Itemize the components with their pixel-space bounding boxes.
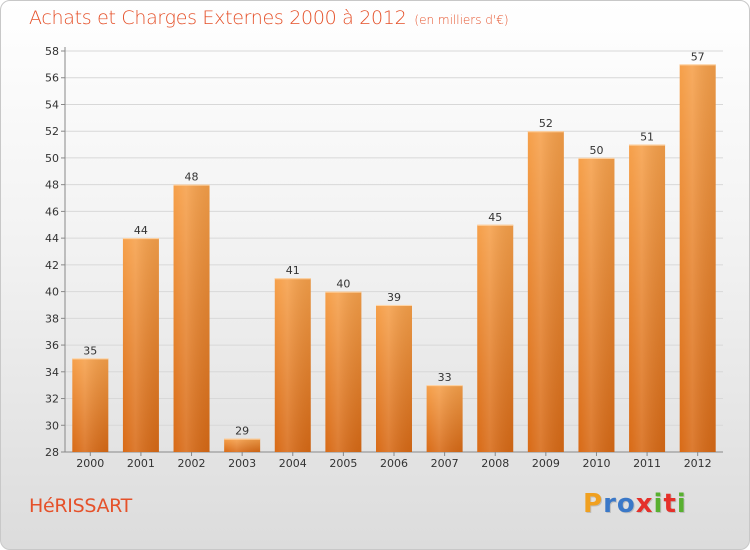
data-label-2002: 48 [185,171,199,184]
y-tick-label: 52 [45,125,59,138]
logo-letter: o [616,489,636,519]
data-label-2009: 52 [539,117,553,130]
y-tick-label: 28 [45,446,59,459]
bar-sheen-2008 [477,224,514,452]
bar-sheen-2007 [426,385,463,452]
bar-sheen-2009 [527,131,564,452]
bar-sheen-2003 [224,438,261,452]
data-label-2007: 33 [438,371,452,384]
x-tick-label-2007: 2007 [431,457,459,470]
data-label-2011: 51 [640,131,654,144]
bar-sheen-2006 [376,304,412,452]
data-label-2001: 44 [134,224,148,237]
y-tick-label: 46 [45,205,59,218]
x-tick-label-2004: 2004 [279,457,307,470]
proxiti-logo: Proxiti [583,489,687,519]
bar-sheen-2002 [173,184,210,452]
y-tick-label: 58 [45,45,59,58]
x-tick-label-2011: 2011 [633,457,661,470]
x-tick-label-2003: 2003 [228,457,256,470]
data-label-2010: 50 [589,144,603,157]
data-label-2005: 40 [336,278,350,291]
y-tick-label: 32 [45,393,59,406]
labels: 28 30 32 34 36 38 40 42 44 46 48 50 52 54 56 58 35 2000 44… [45,45,712,470]
y-tick-label: 48 [45,179,59,192]
x-tick-label-2010: 2010 [582,457,610,470]
x-tick-label-2000: 2000 [76,457,104,470]
y-tick-label: 54 [45,98,59,111]
data-label-2006: 39 [387,291,401,304]
logo-letter: P [583,489,604,519]
x-tick-label-2006: 2006 [380,457,408,470]
chart-title: Achats et Charges Externes 2000 à 2012 (e… [29,7,509,29]
y-tick-label: 56 [45,72,59,85]
x-tick-label-2005: 2005 [329,457,357,470]
data-label-2003: 29 [235,425,249,438]
data-label-2000: 35 [83,344,97,357]
x-tick-label-2002: 2002 [178,457,206,470]
chart-title-text: Achats et Charges Externes 2000 à 2012 [29,7,407,29]
data-label-2008: 45 [488,211,502,224]
y-tick-label: 42 [45,259,59,272]
y-tick-label: 44 [45,232,59,245]
commune-name: HéRISSART [29,495,132,517]
x-tick-label-2008: 2008 [481,457,509,470]
data-label-2012: 57 [691,50,705,63]
bar-sheen-2011 [629,144,666,453]
y-tick-label: 50 [45,152,59,165]
chart-subtitle: (en milliers d'€) [414,13,509,27]
bar-sheen-2010 [578,157,615,452]
logo-letter: i [676,489,687,519]
y-tick-label: 30 [45,419,59,432]
x-tick-label-2001: 2001 [127,457,155,470]
bar-sheen-2005 [325,291,362,452]
logo-letter: i [653,489,664,519]
y-tick-label: 38 [45,312,59,325]
logo-letter: r [603,489,617,519]
y-tick-label: 34 [45,366,59,379]
bar-sheen-2012 [679,64,716,452]
logo-letter: x [635,489,654,519]
bar-sheen-2001 [122,238,159,452]
data-label-2004: 41 [286,264,300,277]
bar-sheen-2000 [72,358,109,452]
y-tick-label: 40 [45,286,59,299]
y-tick-label: 36 [45,339,59,352]
x-tick-label-2009: 2009 [532,457,560,470]
bar-sheen-2004 [274,278,311,452]
logo-letter: t [663,489,677,519]
x-tick-label-2012: 2012 [684,457,712,470]
bars [72,64,716,453]
